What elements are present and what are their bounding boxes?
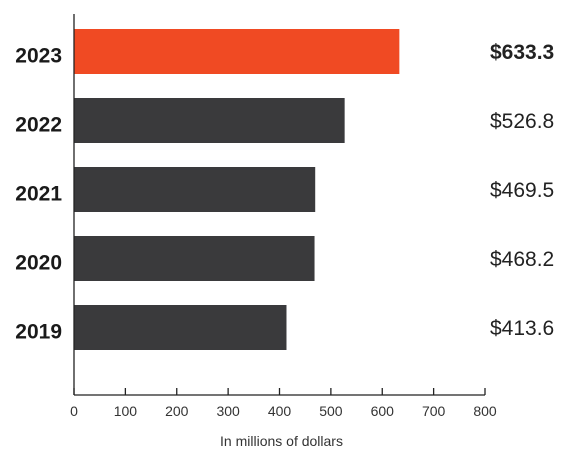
x-tick-label-600: 600	[371, 403, 395, 419]
x-axis-label: In millions of dollars	[220, 433, 343, 449]
bar-2023	[74, 29, 400, 74]
category-label-2021: 2021	[15, 183, 62, 206]
value-label-2019: $413.6	[490, 317, 554, 340]
x-axis-ticks: 0 100 200 300 400 500 600 700 800	[70, 388, 497, 419]
x-tick-label-200: 200	[165, 403, 189, 419]
x-tick-label-800: 800	[473, 403, 497, 419]
x-tick-label-700: 700	[422, 403, 446, 419]
x-tick-label-0: 0	[70, 403, 78, 419]
category-label-2022: 2022	[15, 114, 62, 137]
x-tick-label-500: 500	[319, 403, 343, 419]
value-label-2022: $526.8	[490, 110, 554, 133]
category-label-2020: 2020	[15, 252, 62, 275]
x-tick-label-100: 100	[114, 403, 138, 419]
category-labels: 2023 2022 2021 2020 2019	[15, 45, 62, 344]
value-label-2020: $468.2	[490, 248, 554, 271]
bar-2019	[74, 305, 287, 350]
x-tick-label-400: 400	[268, 403, 292, 419]
category-label-2019: 2019	[15, 321, 62, 344]
x-tick-label-300: 300	[216, 403, 240, 419]
category-label-2023: 2023	[15, 45, 62, 68]
bar-2020	[74, 236, 315, 281]
value-label-2023: $633.3	[490, 41, 554, 64]
value-label-2021: $469.5	[490, 179, 554, 202]
bars-group	[74, 29, 400, 350]
bar-2022	[74, 98, 345, 143]
value-labels: $633.3 $526.8 $469.5 $468.2 $413.6	[490, 41, 554, 340]
bar-2021	[74, 167, 316, 212]
